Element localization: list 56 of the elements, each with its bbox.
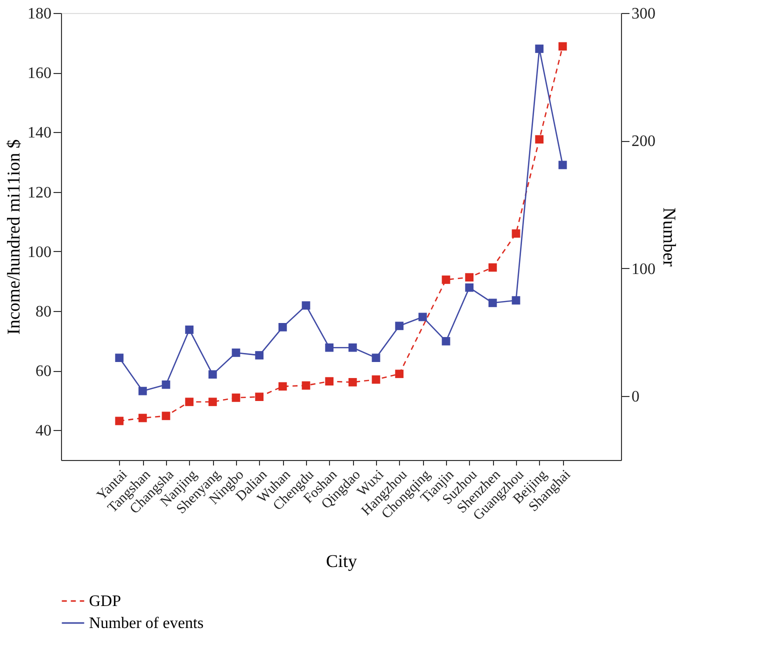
point: [302, 301, 310, 310]
point: [348, 378, 357, 386]
point: [115, 416, 124, 426]
point: [395, 370, 404, 378]
y2-tick-label: 100: [632, 260, 656, 278]
y-tick-label: 120: [28, 184, 52, 202]
point: [372, 354, 380, 362]
point: [255, 351, 264, 360]
y-tick-label: 160: [28, 65, 52, 82]
point: [512, 296, 520, 305]
point: [372, 375, 380, 384]
point: [208, 398, 217, 406]
point: [395, 322, 404, 330]
point: [348, 343, 357, 352]
point: [115, 354, 124, 362]
point: [232, 394, 240, 402]
point: [488, 298, 497, 308]
y-axis-title: Income/hundred mi11ion $: [4, 139, 24, 335]
point: [278, 322, 287, 332]
point: [185, 398, 194, 406]
point: [138, 386, 147, 396]
y2-tick-label: 200: [632, 133, 656, 150]
point: [442, 276, 450, 284]
y-tick-label: 60: [36, 363, 52, 380]
y-tick-label: 40: [36, 422, 52, 440]
point: [535, 135, 544, 144]
point: [558, 160, 567, 170]
y-tick-label: 140: [28, 124, 52, 142]
y2-tick-label: 300: [632, 6, 656, 22]
y-tick-label: 180: [28, 6, 52, 22]
point: [465, 283, 474, 292]
point: [418, 312, 427, 322]
point: [325, 343, 334, 352]
point: [488, 263, 497, 272]
legend-label: Number of events: [89, 615, 204, 632]
point: [185, 326, 194, 334]
point: [558, 42, 567, 51]
point: [465, 273, 474, 282]
point: [208, 370, 217, 379]
y2-axis-title: Number: [660, 208, 680, 266]
point: [325, 377, 334, 386]
y-tick-label: 100: [28, 244, 52, 261]
point: [442, 337, 450, 346]
point: [255, 392, 264, 402]
point: [162, 412, 170, 420]
point: [278, 382, 287, 391]
x-axis-title: City: [326, 551, 358, 572]
point: [138, 414, 147, 422]
legend-label: GDP: [89, 593, 122, 610]
point: [535, 44, 544, 53]
point: [162, 380, 170, 389]
y2-tick-label: 0: [632, 388, 640, 406]
point: [512, 229, 520, 238]
y-tick-label: 80: [36, 304, 52, 320]
point: [302, 381, 310, 390]
point: [232, 348, 240, 357]
